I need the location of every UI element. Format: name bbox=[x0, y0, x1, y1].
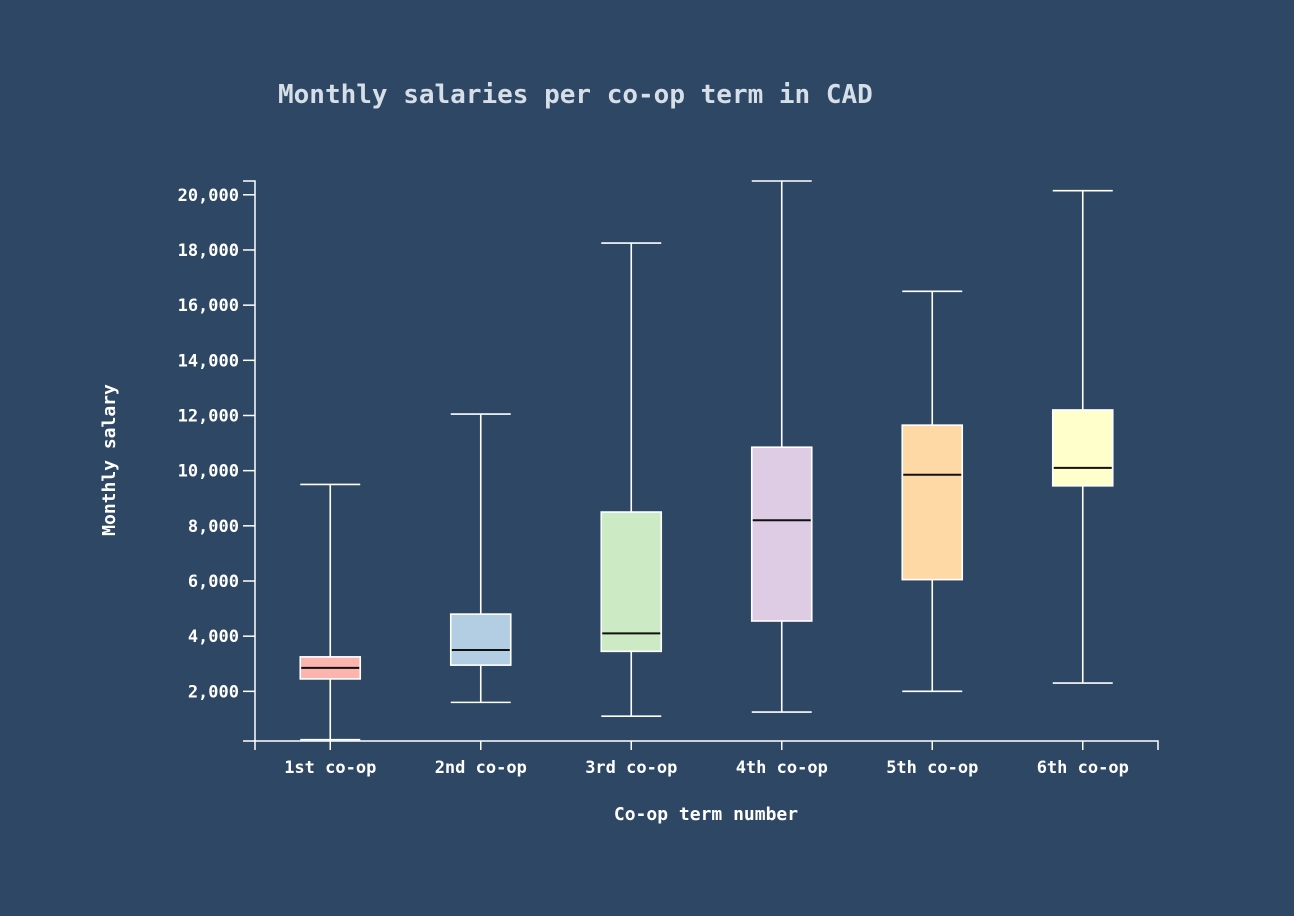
x-tick-label: 4th co-op bbox=[736, 758, 828, 778]
y-axis-label: Monthly salary bbox=[99, 384, 120, 536]
iqr-box bbox=[600, 511, 663, 653]
box-group bbox=[901, 290, 964, 693]
box-group bbox=[600, 242, 663, 717]
x-tick-label: 6th co-op bbox=[1037, 758, 1129, 778]
y-tick-label: 20,000 bbox=[178, 186, 239, 206]
x-axis-label: Co-op term number bbox=[614, 804, 798, 825]
box-series bbox=[299, 180, 1114, 741]
y-tick-label: 2,000 bbox=[188, 682, 239, 702]
box-group bbox=[299, 483, 362, 741]
iqr-box bbox=[1051, 409, 1114, 487]
y-tick-label: 18,000 bbox=[178, 241, 239, 261]
y-tick-label: 16,000 bbox=[178, 296, 239, 316]
box-group bbox=[1051, 189, 1114, 684]
x-tick-label: 2nd co-op bbox=[435, 758, 527, 778]
y-tick-label: 8,000 bbox=[188, 517, 239, 537]
x-tick-label: 5th co-op bbox=[886, 758, 978, 778]
x-axis: 1st co-op 2nd co-op 3rd co-op 4th co-op 5th … bbox=[254, 740, 1159, 778]
y-tick-label: 4,000 bbox=[188, 627, 239, 647]
iqr-box bbox=[750, 446, 813, 622]
y-tick-label: 14,000 bbox=[178, 351, 239, 371]
chart-title: Monthly salaries per co-op term in CAD bbox=[278, 80, 873, 110]
box-group bbox=[750, 180, 813, 713]
y-tick-label: 12,000 bbox=[178, 406, 239, 426]
iqr-box bbox=[901, 424, 964, 581]
x-tick-label: 1st co-op bbox=[284, 758, 376, 778]
y-axis: 2,000 4,000 6,000 8,000 10,000 12,000 14,000 16… bbox=[178, 180, 256, 742]
x-axis-line bbox=[254, 740, 1159, 750]
box-group bbox=[449, 413, 512, 704]
iqr-box bbox=[449, 613, 512, 666]
y-tick-label: 6,000 bbox=[188, 572, 239, 592]
x-tick-label: 3rd co-op bbox=[585, 758, 677, 778]
y-tick-label: 10,000 bbox=[178, 462, 239, 482]
y-axis-line bbox=[243, 180, 256, 742]
